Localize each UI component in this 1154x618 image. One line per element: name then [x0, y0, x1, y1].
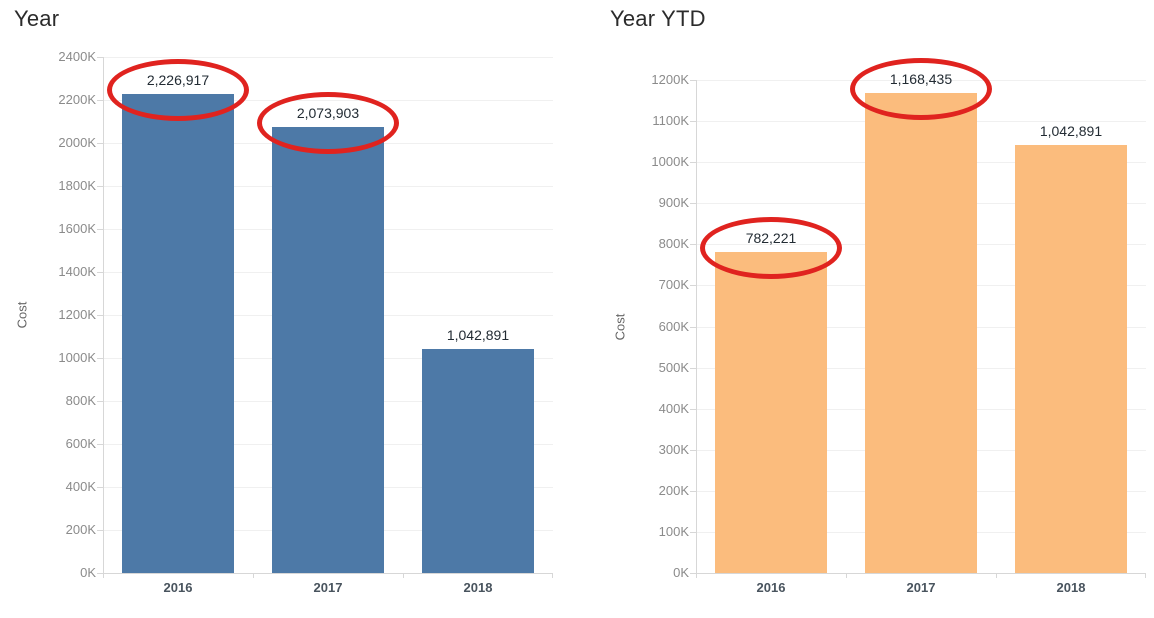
chart-panel-year: Year Cost 2,226,917 2016 2,073,903 2017 1,04…: [14, 6, 553, 595]
x-tick-mark: [103, 573, 104, 578]
y-tick-mark: [97, 229, 103, 230]
x-tick-label-2016: 2016: [163, 580, 193, 595]
x-tick-label-2018: 2018: [1056, 580, 1086, 595]
bar-value-label-2018: 1,042,891: [1039, 122, 1103, 139]
x-tick-mark: [1145, 573, 1146, 578]
y-tick-mark: [97, 573, 103, 574]
y-tick-mark: [690, 285, 696, 287]
y-tick-label: 200K: [658, 482, 689, 498]
y-tick-label: 1200K: [651, 72, 689, 87]
bar-value-label-2016: 782,221: [745, 229, 797, 246]
y-tick-label: 400K: [65, 479, 96, 494]
y-tick-label: 1100K: [652, 113, 689, 129]
y-tick-label: 600K: [658, 318, 689, 334]
x-tick-label-2018: 2018: [463, 580, 493, 595]
x-tick-mark: [403, 573, 404, 578]
y-tick-mark: [690, 408, 696, 410]
y-tick-mark: [97, 401, 103, 402]
y-axis-title-cost: Cost: [612, 313, 628, 340]
y-tick-mark: [97, 272, 103, 273]
gridline: [103, 57, 553, 58]
plot-area-year: 2,226,917 2016 2,073,903 2017 1,042,891 2018: [97, 57, 553, 595]
x-tick-label-2016: 2016: [756, 580, 786, 595]
y-tick-mark: [690, 326, 696, 328]
y-tick-mark: [97, 444, 103, 445]
y-tick-label: 2000K: [58, 135, 96, 150]
y-tick-label: 600K: [65, 436, 96, 451]
x-tick-mark: [996, 573, 997, 578]
y-tick-label: 1200K: [58, 307, 96, 322]
y-axis-title-cost: Cost: [14, 301, 30, 329]
y-tick-mark: [97, 57, 103, 58]
y-tick-mark: [97, 358, 103, 359]
y-tick-label: 200K: [65, 522, 96, 537]
y-tick-label: 800K: [658, 236, 689, 252]
y-tick-mark: [97, 186, 103, 187]
x-axis-line: [103, 573, 553, 574]
y-tick-label: 100K: [658, 523, 689, 539]
x-axis-line: [696, 573, 1146, 574]
y-tick-mark: [97, 143, 103, 144]
y-axis-line: [103, 57, 104, 573]
x-tick-mark: [846, 573, 847, 578]
y-tick-mark: [97, 487, 103, 488]
x-tick-mark: [696, 573, 697, 578]
x-tick-mark: [253, 573, 254, 578]
y-tick-label: 0K: [673, 565, 689, 580]
y-tick-label: 500K: [658, 359, 689, 375]
y-tick-mark: [690, 80, 696, 81]
y-tick-label: 800K: [65, 393, 96, 408]
bar-2016[interactable]: [121, 94, 235, 573]
y-tick-label: 1600K: [58, 221, 96, 236]
y-tick-mark: [690, 244, 696, 246]
y-axis-line: [696, 80, 697, 573]
chart-title-year-ytd: Year YTD: [610, 6, 706, 31]
bar-2017[interactable]: [864, 92, 978, 573]
y-tick-label: 400K: [658, 400, 689, 416]
y-tick-mark: [97, 530, 103, 531]
gridline: [696, 80, 1146, 81]
y-tick-mark: [690, 121, 696, 123]
y-tick-label: 0K: [80, 565, 96, 580]
x-tick-label-2017: 2017: [906, 580, 936, 595]
bar-value-label-2017: 1,168,435: [889, 70, 953, 87]
y-tick-label: 2200K: [58, 92, 96, 107]
x-tick-label-2017: 2017: [313, 580, 343, 595]
y-tick-mark: [97, 100, 103, 101]
bar-value-label-2017: 2,073,903: [296, 105, 360, 122]
y-tick-label: 2400K: [58, 49, 96, 64]
y-tick-mark: [97, 315, 103, 316]
chart-title-year: Year: [14, 6, 60, 31]
y-tick-mark: [690, 367, 696, 369]
plot-area-year-ytd: 782,221 2016 1,168,435 2017 1,042,891 2018: [690, 57, 1146, 595]
y-tick-mark: [690, 449, 696, 451]
y-tick-label: 1000K: [651, 154, 689, 170]
bar-value-label-2018: 1,042,891: [446, 326, 510, 343]
bar-value-label-2016: 2,226,917: [146, 72, 210, 89]
y-tick-label: 1800K: [58, 178, 96, 193]
x-tick-mark: [552, 573, 553, 578]
y-tick-label: 300K: [658, 441, 689, 457]
bar-2017[interactable]: [271, 127, 385, 573]
y-tick-label: 1400K: [58, 264, 96, 279]
y-tick-mark: [690, 573, 696, 574]
chart-panel-year-ytd: Year YTD Cost 782,221 2016 1,168,435 2017 1,…: [577, 0, 1154, 618]
y-tick-label: 700K: [658, 277, 689, 293]
bar-2018[interactable]: [1014, 144, 1128, 573]
bar-2016[interactable]: [714, 251, 828, 573]
bar-2018[interactable]: [421, 348, 535, 573]
y-tick-mark: [690, 203, 696, 205]
y-tick-mark: [690, 490, 696, 492]
y-tick-mark: [690, 162, 696, 164]
y-tick-mark: [690, 531, 696, 533]
y-tick-label: 1000K: [58, 350, 96, 365]
y-tick-label: 900K: [658, 195, 689, 211]
gridline: [103, 100, 553, 101]
